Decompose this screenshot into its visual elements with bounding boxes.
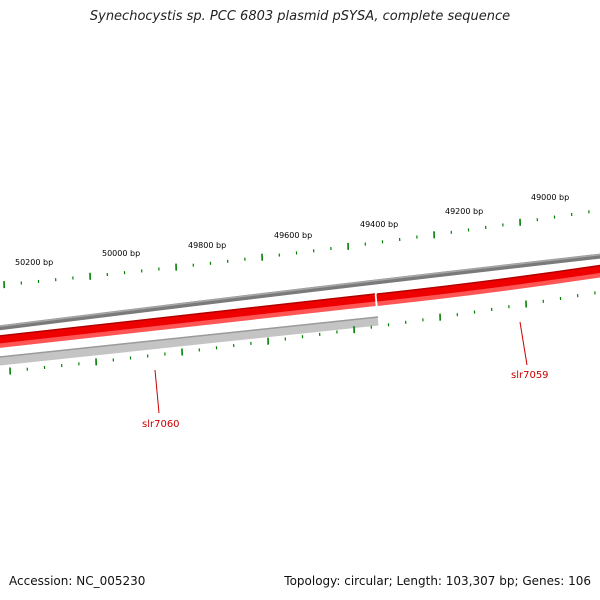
gene-arc-slr7059-core: [376, 265, 600, 302]
secondary-arc: [0, 316, 379, 366]
gene-arc-slr7059-top: [376, 264, 600, 295]
tick-label-50000: 50000 bp: [102, 249, 140, 258]
gene-label-slr7060[interactable]: slr7060: [142, 419, 180, 430]
secondary-arc-edge: [0, 316, 379, 358]
map-title: Synechocystis sp. PCC 6803 plasmid pSYSA…: [89, 9, 511, 24]
backbone-outer-highlight: [0, 253, 600, 328]
tick-label-49000: 49000 bp: [531, 193, 569, 202]
gene-arc-slr7060-core: [0, 294, 376, 344]
gene-leader-slr7059: [519, 321, 528, 366]
sequence-stats-text: Topology: circular; Length: 103,307 bp; …: [284, 574, 591, 588]
gene-leader-slr7060: [154, 369, 160, 414]
tick-label-49800: 49800 bp: [188, 241, 226, 250]
tick-label-49400: 49400 bp: [360, 220, 398, 229]
accession-text: Accession: NC_005230: [9, 574, 146, 588]
inner-tick-ring: [9, 291, 596, 375]
outer-tick-ring: [3, 210, 590, 289]
tick-label-50200: 50200 bp: [15, 258, 53, 267]
gene-label-slr7059[interactable]: slr7059: [511, 370, 549, 381]
backbone-outer: [0, 253, 600, 331]
gene-arc-slr7060-top: [0, 293, 376, 337]
tick-label-49600: 49600 bp: [274, 231, 312, 240]
tick-label-49200: 49200 bp: [445, 207, 483, 216]
